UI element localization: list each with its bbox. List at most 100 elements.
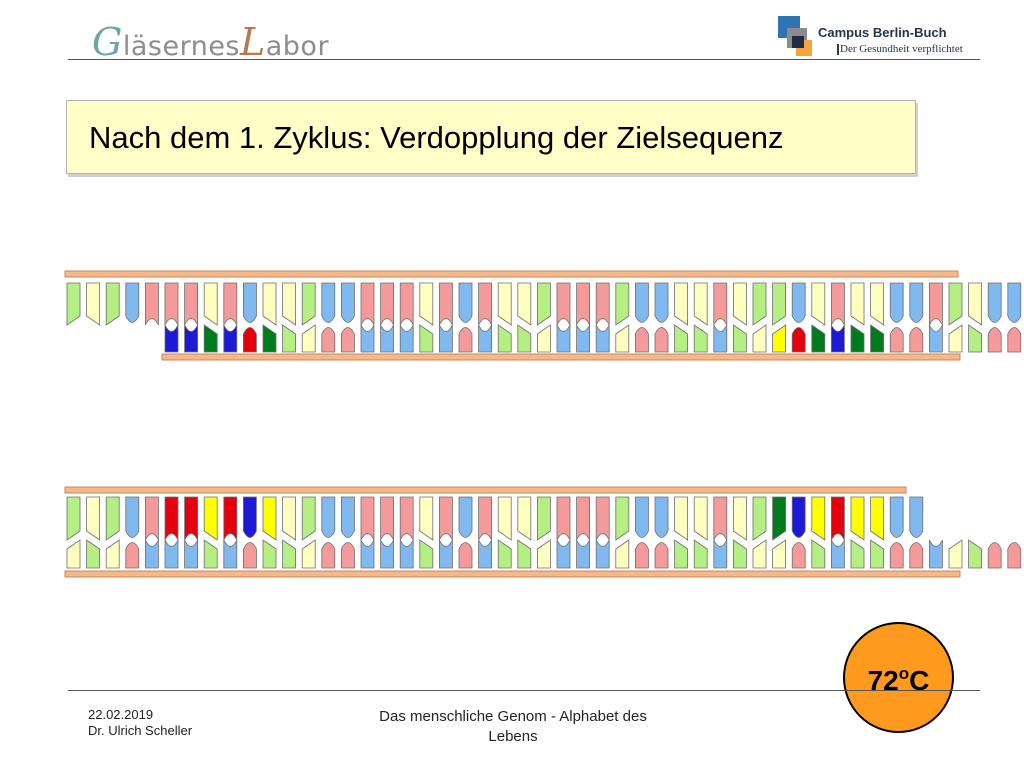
upper-template-base [321,282,336,323]
lower-template-base [517,539,532,569]
lower-new-base [497,496,512,541]
upper-template-base [948,282,963,326]
campus-berlin-buch-logo: Campus Berlin-Buch Der Gesundheit verpfl… [778,16,988,62]
upper-template-base [66,282,81,326]
lower-template-base [909,542,924,569]
upper-new-base [1007,327,1022,353]
lower-new-base [184,496,198,541]
lower-new-base [399,496,414,541]
lower-template-base [635,542,649,569]
upper-template-base [987,282,1002,323]
lower-new-base [831,496,845,541]
upper-template-base [693,282,708,326]
lower-new-base [654,496,669,538]
upper-template-base [674,282,688,326]
upper-template-base [282,282,296,326]
upper-template-base [654,282,669,323]
lower-new-base [478,496,492,541]
lower-template-base [184,539,198,569]
lower-new-base [537,496,551,541]
upper-template-base [850,282,865,326]
lower-template-base [870,539,884,569]
lower-new-base [66,496,81,541]
lower-new-base [889,496,904,538]
upper-new-base [987,327,1002,353]
footer-divider [68,690,980,691]
logo-square-dark-icon [792,36,804,48]
upper-template-base [301,282,316,326]
lower-template-base [615,539,630,569]
upper-new-base [713,324,728,353]
upper-new-base [929,324,943,353]
lower-template-base [321,542,336,569]
lower-new-base [693,496,708,541]
lower-new-base [576,496,590,541]
footer-title: Das menschliche Genom - Alphabet des Leb… [379,708,647,745]
upper-new-base [615,324,630,353]
temperature-unit: C [909,665,930,696]
upper-template-base [497,282,512,326]
upper-template-base [772,282,786,326]
upper-template-base [125,282,140,323]
upper-template-base [478,282,492,326]
lower-template-base [537,539,551,569]
upper-new-base [693,324,708,353]
lower-new-base [791,496,806,538]
lower-new-base [772,496,786,541]
lower-new-base [164,496,179,541]
lower-new-base [125,496,140,538]
lower-new-strand-backbone [64,486,907,494]
lower-new-base [360,496,375,541]
upper-template-base [713,282,728,326]
lower-new-base [615,496,630,541]
upper-template-base [439,282,453,326]
lower-new-base [262,496,277,541]
upper-new-strand-backbone [161,353,961,361]
lower-template-base [791,542,806,569]
upper-new-base [811,324,826,353]
lower-template-base [831,539,845,569]
lower-template-base [399,539,414,569]
lower-new-base [203,496,218,541]
lower-template-base [968,539,982,569]
lower-new-base [86,496,100,541]
lower-new-base [439,496,453,541]
lower-template-base [86,539,100,569]
lower-template-base [733,539,747,569]
upper-template-base [870,282,884,326]
upper-new-base [791,327,806,353]
upper-new-base [850,324,865,353]
lower-template-base [772,539,786,569]
lower-template-base [66,539,81,569]
upper-template-base [635,282,649,323]
temperature-value: 72 [867,665,899,696]
lower-template-base [419,539,434,569]
upper-new-base [341,327,355,353]
upper-new-base [595,324,610,353]
upper-template-backbone [64,270,959,278]
lower-new-base [870,496,884,541]
lower-new-base [850,496,865,541]
upper-new-base [419,324,434,353]
lower-template-base [439,539,453,569]
upper-template-base [203,282,218,326]
upper-new-base [262,324,277,353]
lower-template-base [458,542,473,569]
upper-new-base [184,324,198,353]
upper-template-base [243,282,257,323]
upper-template-base [164,282,179,326]
upper-new-base [537,324,551,353]
lower-template-backbone [64,570,961,578]
upper-new-base [478,324,492,353]
title-box: Nach dem 1. Zyklus: Verdopplung der Ziel… [66,100,916,174]
upper-template-base [968,282,982,326]
lower-template-base [595,539,610,569]
upper-template-base [341,282,355,323]
upper-new-base [360,324,375,353]
logo-text-2: abor [265,31,330,62]
lower-template-base [987,542,1002,569]
upper-new-base [223,324,238,353]
lower-template-base [674,539,688,569]
footer-author: Dr. Ulrich Scheller [88,723,193,738]
lower-new-base [752,496,767,541]
